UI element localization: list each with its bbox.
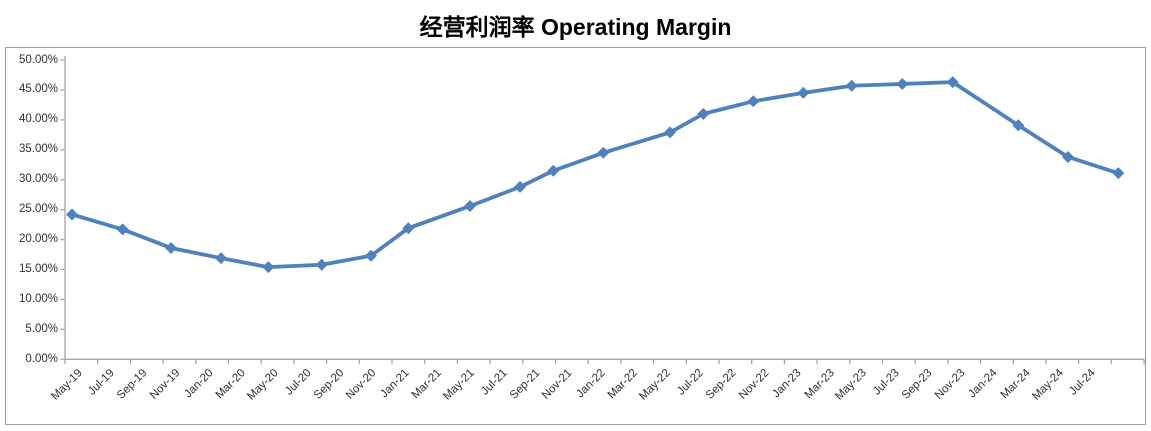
y-axis-tick-label: 0.00% <box>25 352 58 365</box>
data-point-marker <box>664 126 676 139</box>
y-axis-tick-label: 5.00% <box>25 322 58 335</box>
data-point-marker <box>697 107 710 120</box>
data-point-marker <box>747 95 760 108</box>
data-point-marker <box>66 208 78 221</box>
data-point-marker <box>597 146 610 159</box>
data-point-marker <box>845 79 858 92</box>
chart-frame <box>5 47 1146 425</box>
y-axis-tick-label: 30.00% <box>18 173 58 186</box>
y-axis-tick-label: 45.00% <box>18 83 58 96</box>
data-point-marker <box>165 241 177 254</box>
data-point-marker <box>116 223 129 236</box>
data-point-marker <box>365 249 377 262</box>
data-point-marker <box>514 180 526 193</box>
chart-title: 经营利润率 Operating Margin <box>419 14 732 40</box>
data-point-marker <box>402 222 415 235</box>
y-axis-tick-label: 10.00% <box>18 292 58 305</box>
y-axis-tick-label: 35.00% <box>18 143 58 156</box>
data-point-marker <box>1062 150 1074 163</box>
data-point-marker <box>797 86 810 99</box>
y-axis-tick-label: 40.00% <box>18 113 58 126</box>
data-point-marker <box>262 261 275 274</box>
data-point-marker <box>547 164 560 177</box>
series-line <box>70 80 1121 270</box>
data-point-marker <box>1012 119 1025 132</box>
data-point-marker <box>315 258 328 271</box>
data-point-marker <box>896 77 909 90</box>
y-axis-tick-label: 15.00% <box>18 263 58 275</box>
y-axis-tick-label: 25.00% <box>18 203 58 216</box>
data-point-marker <box>946 76 959 89</box>
data-point-marker <box>464 200 476 213</box>
y-axis-tick-label: 50.00% <box>18 53 58 66</box>
data-point-marker <box>215 252 227 265</box>
data-point-marker <box>1112 167 1125 180</box>
y-axis-tick-label: 20.00% <box>18 233 58 246</box>
